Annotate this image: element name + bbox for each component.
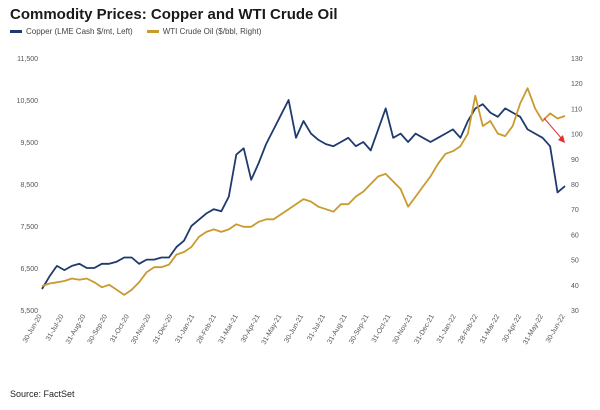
x-axis-tick-label: 30-Sep-21: [348, 313, 370, 345]
x-axis-tick-label: 30-Nov-21: [392, 313, 414, 345]
x-axis-tick-label: 31-Mar-21: [218, 313, 240, 345]
left-axis-tick-label: 9,500: [20, 140, 38, 147]
x-axis-tick-label: 30-Apr-21: [240, 313, 262, 344]
legend-swatch-oil: [146, 30, 159, 33]
x-axis-tick-label: 31-Aug-20: [65, 313, 87, 345]
x-axis-tick-label: 31-May-22: [522, 313, 545, 346]
x-axis-tick-label: 28-Feb-21: [196, 313, 218, 345]
legend-label-oil: WTI Crude Oil ($/bbl, Right): [162, 27, 262, 36]
left-axis-tick-label: 7,500: [20, 224, 38, 231]
x-axis-tick-label: 30-Sep-20: [87, 313, 109, 345]
right-axis-tick-label: 80: [571, 182, 579, 189]
x-axis-tick-label: 30-Jun-22: [545, 313, 567, 344]
copper-series-line: [41, 99, 566, 290]
left-axis-tick-label: 6,500: [20, 266, 38, 273]
source-note: Source: FactSet: [10, 389, 75, 399]
right-axis-tick-label: 40: [571, 283, 579, 290]
right-axis-tick-label: 60: [571, 232, 579, 239]
left-axis-tick-label: 10,500: [17, 98, 39, 105]
x-axis-tick-label: 31-Dec-20: [152, 313, 174, 345]
x-axis-tick-label: 31-Jan-21: [174, 313, 196, 344]
x-axis-tick-label: 31-Oct-21: [371, 313, 393, 344]
chart-legend: Copper (LME Cash $/mt, Left) WTI Crude O…: [10, 27, 261, 36]
right-axis-tick-label: 130: [571, 56, 583, 63]
x-axis-tick-label: 30-Jun-20: [22, 313, 44, 344]
left-axis-tick-label: 11,500: [17, 56, 38, 63]
x-axis-tick-label: 31-Oct-20: [109, 313, 131, 344]
x-axis-tick-label: 30-Jun-21: [283, 313, 305, 344]
oil-series-line: [41, 87, 566, 296]
x-axis-tick-label: 31-Dec-21: [414, 313, 436, 345]
annotation-arrow-head: [558, 135, 565, 143]
x-axis-tick-label: 30-Nov-20: [130, 313, 152, 345]
right-axis-tick-label: 50: [571, 258, 579, 265]
line-chart: 5,500 6,500 7,500 8,500 9,500 10,500 11,500 30 4…: [17, 56, 583, 346]
right-axis-tick-label: 110: [571, 106, 582, 113]
right-axis-tick-label: 100: [571, 132, 583, 139]
x-axis-tick-label: 31-Jul-21: [306, 313, 327, 342]
left-axis-tick-label: 5,500: [20, 308, 38, 315]
legend-item-copper: Copper (LME Cash $/mt, Left): [10, 27, 133, 36]
x-axis-tick-label: 31-Aug-21: [326, 313, 348, 345]
right-axis-tick-label: 120: [571, 81, 583, 88]
legend-item-oil: WTI Crude Oil ($/bbl, Right): [146, 27, 262, 36]
right-axis-tick-label: 30: [571, 308, 579, 315]
legend-label-copper: Copper (LME Cash $/mt, Left): [26, 27, 133, 36]
x-axis-tick-label: 30-Apr-22: [502, 313, 524, 344]
annotation-arrow-line: [543, 117, 563, 140]
x-axis-tick-label: 28-Feb-22: [457, 313, 479, 345]
x-axis-tick-label: 31-May-21: [261, 313, 284, 346]
right-axis-tick-label: 90: [571, 157, 579, 164]
left-axis-tick-label: 8,500: [20, 182, 38, 189]
x-axis-tick-label: 31-Jan-22: [436, 313, 458, 344]
chart-title: Commodity Prices: Copper and WTI Crude O…: [10, 6, 338, 23]
x-axis-tick-label: 31-Mar-22: [479, 313, 501, 345]
legend-swatch-copper: [10, 30, 22, 33]
x-axis-tick-label: 31-Jul-20: [45, 313, 66, 342]
right-axis-tick-label: 70: [571, 207, 579, 214]
